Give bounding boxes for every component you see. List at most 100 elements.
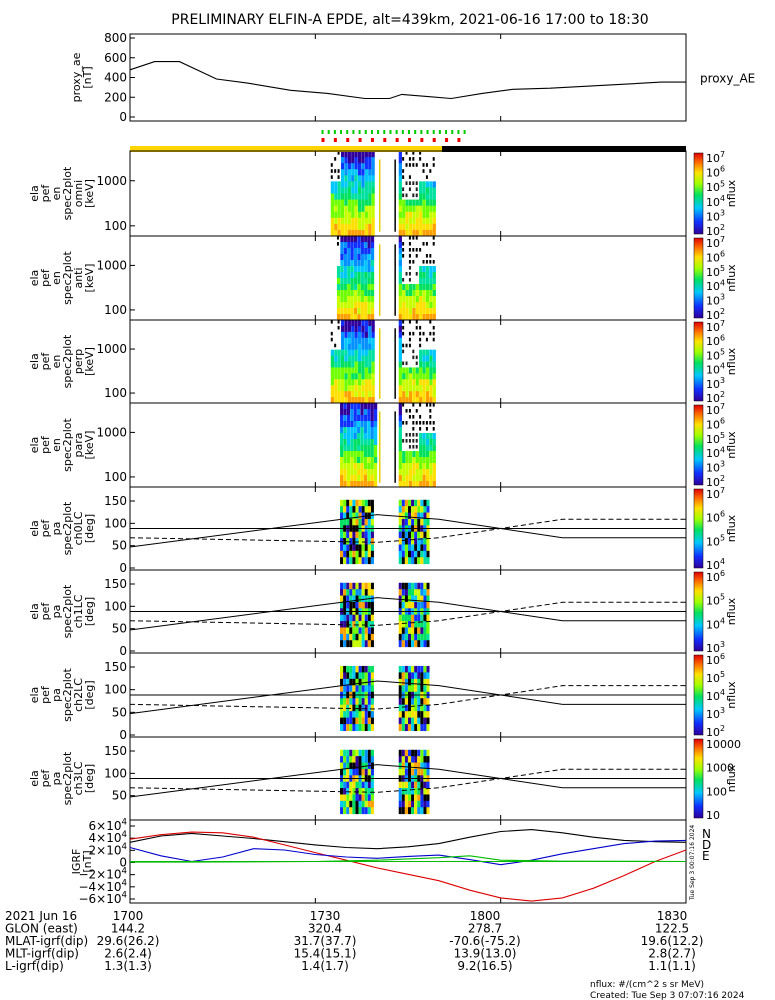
spectrogram-cell [405, 284, 409, 291]
spectrogram-cell [361, 223, 365, 231]
spectrogram-cell [420, 518, 424, 526]
spectrogram-cell [432, 236, 435, 240]
spectrogram-cell [415, 284, 419, 291]
spectrogram-cell [415, 325, 418, 330]
spectrogram-cell [367, 633, 371, 641]
spectrogram-cell [360, 308, 364, 315]
spectrogram-cell [401, 595, 405, 603]
spectrogram-cell [357, 302, 361, 309]
spectrogram-cell [398, 397, 402, 404]
spectrogram-cell [371, 320, 375, 327]
spectrogram-cell [330, 187, 334, 194]
spectrogram-cell [346, 409, 351, 416]
spectrogram-cell [344, 163, 348, 170]
spectrogram-cell [361, 538, 365, 545]
spectrogram-cell [357, 379, 362, 386]
spectrogram-cell [429, 260, 432, 264]
spectrogram-cell [351, 157, 355, 164]
spectrogram-cell [426, 518, 430, 526]
green-tick-marker [358, 130, 361, 134]
spectrogram-cell [343, 409, 347, 416]
spectrogram-cell [361, 397, 365, 404]
spectrogram-cell [426, 807, 430, 815]
colorbar-tick-label: 102 [706, 223, 725, 238]
spectrogram-cell [432, 205, 436, 213]
spectrogram-cell [425, 463, 430, 470]
spectrogram-cell [398, 349, 402, 357]
spectrogram-cell [361, 211, 365, 219]
spectrogram-cell [398, 749, 402, 757]
spectrogram-cell [334, 343, 337, 348]
spectrogram-cell [351, 367, 355, 374]
colorbar-tick-label: 105 [706, 533, 725, 548]
spectrogram-cell [408, 385, 413, 392]
colorbar-tick-label: 107 [706, 486, 725, 501]
spectrogram-cell [347, 355, 351, 362]
spectrogram-cell [350, 451, 354, 458]
spectrogram-cell [368, 320, 372, 327]
spectrogram-cell [405, 385, 409, 392]
spectrogram-cell [420, 538, 424, 545]
spectrogram-cell [432, 379, 436, 386]
spectrogram-cell [394, 159, 396, 232]
spectrogram-cell [420, 756, 424, 764]
spectrogram-cell [340, 481, 344, 488]
spectrogram-cell [357, 331, 362, 339]
spectrogram-cell [420, 621, 424, 628]
spectrogram-cell [370, 481, 374, 488]
y-axis-label: [keV] [83, 347, 96, 376]
spectrogram-cell [408, 633, 411, 641]
footer-cell: 2.8(2.7) [648, 947, 696, 961]
spectrogram-cell [350, 236, 354, 243]
spectrogram-cell [344, 193, 348, 201]
green-tick-marker [340, 130, 343, 134]
spectrogram-cell [350, 415, 354, 422]
spectrogram-cell [432, 385, 436, 392]
spectrogram-cell [370, 601, 374, 609]
spectrogram-cell [405, 314, 409, 321]
spectrogram-cell [408, 469, 413, 476]
spectrogram-cell [398, 538, 402, 545]
spectrogram-cell [358, 633, 362, 641]
spectrogram-cell [425, 367, 430, 374]
spectrogram-cell [415, 308, 419, 315]
spectrogram-cell [370, 445, 374, 452]
spectrogram-cell [426, 621, 430, 628]
spectrogram-cell [351, 193, 355, 201]
spectrogram-cell [336, 278, 341, 285]
spectrogram-cell [370, 749, 374, 757]
spectrogram-cell [364, 163, 368, 170]
spectrogram-cell [355, 614, 359, 622]
spectrogram-cell [368, 205, 372, 213]
spectrogram-cell [344, 181, 348, 188]
spectrogram-cell [360, 481, 364, 488]
green-tick-marker [463, 130, 466, 134]
spectrogram-cell [408, 762, 411, 770]
spectrogram-cell [370, 762, 374, 770]
spectrogram-cell [330, 223, 334, 231]
y-axis-label: spec2plot [61, 418, 74, 472]
y-axis-label: spec2plot [61, 166, 74, 220]
spectrogram-cell [408, 181, 411, 185]
y-axis-label: en [50, 187, 63, 201]
spectrogram-cell [408, 512, 411, 520]
spectrogram-cell [358, 518, 362, 526]
colorbar-tick-label: 102 [706, 307, 725, 322]
y-tick-label: 100 [104, 766, 127, 780]
spectrogram-cell [405, 193, 408, 198]
spectrogram-cell [347, 223, 351, 231]
spectrogram-cell [337, 169, 340, 173]
spectrogram-cell [361, 685, 365, 693]
spectrogram-cell [425, 427, 428, 431]
spectrogram-cell [340, 242, 344, 249]
spectrogram-cell [367, 457, 371, 464]
spectrogram-cell [415, 373, 419, 380]
spectrogram-cell [432, 337, 435, 342]
spectrogram-cell [352, 627, 356, 635]
spectrogram-cell [432, 463, 436, 470]
spectrogram-cell [350, 475, 354, 482]
spectrogram-cell [355, 749, 359, 757]
spectrogram-cell [412, 481, 416, 488]
spectrogram-cell [346, 685, 350, 693]
spectrogram-cell [425, 355, 430, 362]
